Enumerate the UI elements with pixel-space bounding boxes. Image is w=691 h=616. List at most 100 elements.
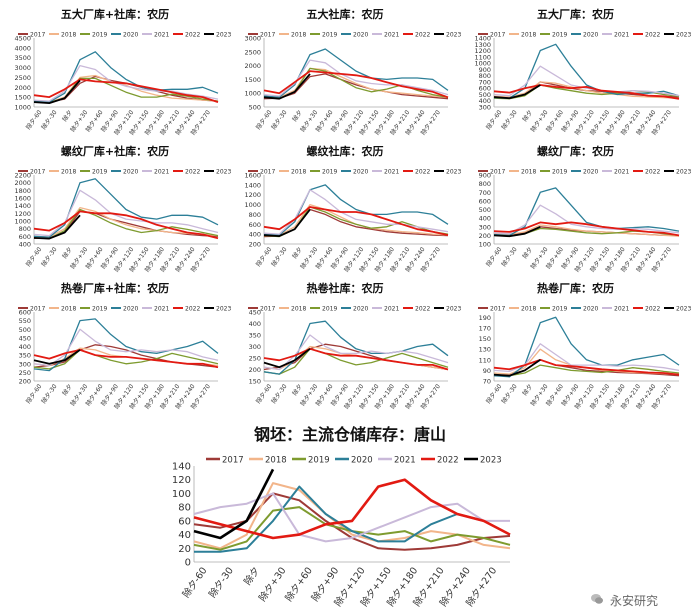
chart-panel-2: 五大厂库：农历 2017 2018 2019 2020 2021 2022 2023 30040… <box>474 7 691 136</box>
legend-label-2017: 2017 <box>30 169 45 176</box>
x-tick-label: 除夕-30 <box>500 245 519 268</box>
y-tick-label: 800 <box>19 225 31 233</box>
series-line-2019 <box>33 208 219 240</box>
series-line-2021 <box>33 328 219 367</box>
y-tick-label: 600 <box>19 309 31 317</box>
chart-title: 螺纹社库：农历 <box>307 144 384 158</box>
y-tick-label: 1000 <box>14 218 31 226</box>
chart-title: 热卷社库：农历 <box>307 281 384 295</box>
y-tick-label: 40 <box>178 530 191 541</box>
legend-label-2020: 2020 <box>123 306 138 313</box>
series-line-2022 <box>193 478 511 540</box>
y-tick-label: 250 <box>19 369 31 377</box>
y-tick-label: 190 <box>479 314 491 322</box>
series-line-2018 <box>493 224 680 237</box>
y-tick-label: 800 <box>479 180 491 188</box>
legend-label-2021: 2021 <box>154 169 169 176</box>
legend-label-2018: 2018 <box>61 169 76 176</box>
y-tick-label: 800 <box>249 211 261 219</box>
y-tick-label: 1000 <box>14 104 31 112</box>
legend-label-2022: 2022 <box>415 306 430 313</box>
legend-label-2020: 2020 <box>353 169 368 176</box>
legend-label-2021: 2021 <box>394 456 416 466</box>
series-line-2019 <box>493 364 680 377</box>
legend-label-2018: 2018 <box>521 169 536 176</box>
y-tick-label: 600 <box>479 85 491 93</box>
y-tick-label: 350 <box>19 352 31 360</box>
y-tick-label: 1300 <box>474 41 491 49</box>
legend-label-2021: 2021 <box>384 306 399 313</box>
y-tick-label: 2000 <box>14 84 31 92</box>
y-tick-label: 170 <box>479 324 491 332</box>
legend-label-2019: 2019 <box>322 32 337 39</box>
legend-label-2017: 2017 <box>222 456 244 466</box>
y-tick-label: 800 <box>479 72 491 80</box>
y-tick-label: 300 <box>19 360 31 368</box>
legend-label-2020: 2020 <box>123 32 138 39</box>
series-line-2020 <box>33 51 219 103</box>
series-line-2017 <box>263 73 449 100</box>
legend-label-2019: 2019 <box>92 169 107 176</box>
legend-label-2022: 2022 <box>437 456 459 466</box>
series-line-2018 <box>263 67 449 98</box>
y-tick-label: 900 <box>479 66 491 74</box>
legend-label-2019: 2019 <box>552 306 567 313</box>
y-tick-label: 450 <box>19 334 31 342</box>
chart-panel-4: 螺纹社库：农历 2017 2018 2019 2020 2021 2022 2023 200 40… <box>244 144 461 273</box>
legend-label-2020: 2020 <box>583 169 598 176</box>
x-tick-label: 除夕-60 <box>180 565 210 600</box>
y-tick-label: 1500 <box>14 94 31 102</box>
legend-label-2023: 2023 <box>446 32 461 39</box>
y-tick-label: 300 <box>479 104 491 112</box>
series-line-2019 <box>33 349 219 370</box>
y-tick-label: 4000 <box>14 44 31 52</box>
y-tick-label: 1200 <box>244 191 261 199</box>
legend-label-2020: 2020 <box>353 306 368 313</box>
x-tick-label: 除夕-30 <box>270 245 289 268</box>
y-tick-label: 1600 <box>14 195 31 203</box>
legend-label-2023: 2023 <box>676 32 691 39</box>
chart-panel-7: 热卷社库：农历 2017 2018 2019 2020 2021 2022 2023 150 20… <box>248 281 461 410</box>
chart-panel-3: 螺纹厂库+社库：农历 2017 2018 2019 2020 2021 2022 2023 40… <box>14 144 231 273</box>
legend-label-2017: 2017 <box>490 169 505 176</box>
x-tick-label: 除夕-30 <box>206 565 236 600</box>
y-tick-label: 2200 <box>14 172 31 180</box>
y-tick-label: 200 <box>249 366 261 374</box>
legend-label-2022: 2022 <box>185 32 200 39</box>
legend-label-2021: 2021 <box>154 32 169 39</box>
y-tick-label: 2000 <box>244 62 261 70</box>
legend-label-2017: 2017 <box>30 32 45 39</box>
y-tick-label: 200 <box>249 241 261 249</box>
legend-label-2022: 2022 <box>185 306 200 313</box>
y-tick-label: 700 <box>479 78 491 86</box>
y-tick-label: 600 <box>249 221 261 229</box>
chart-panel-1: 五大社库：农历 2017 2018 2019 2020 2021 2022 2023 500 10… <box>244 7 461 136</box>
series-line-2018 <box>493 81 680 99</box>
legend-label-2023: 2023 <box>480 456 502 466</box>
series-line-2023 <box>33 214 81 240</box>
y-tick-label: 450 <box>249 309 261 317</box>
x-tick-label: 除夕-30 <box>270 382 289 405</box>
chart-panel-8: 热卷厂库：农历 2017 2018 2019 2020 2021 2022 2023 70 90 1… <box>478 281 691 410</box>
series-line-2022 <box>493 221 680 237</box>
y-tick-label: 900 <box>479 172 491 180</box>
series-line-2020 <box>493 187 680 237</box>
chart-title: 钢坯：主流仓储库存：唐山 <box>254 425 446 444</box>
x-tick-label: 除夕 <box>61 109 74 123</box>
y-tick-label: 500 <box>249 104 261 112</box>
legend-label-2023: 2023 <box>676 169 691 176</box>
series-line-2023 <box>493 84 541 100</box>
legend-label-2020: 2020 <box>123 169 138 176</box>
legend-label-2018: 2018 <box>61 32 76 39</box>
legend-label-2022: 2022 <box>645 306 660 313</box>
x-tick-label: 除夕 <box>61 246 74 260</box>
y-tick-label: 130 <box>479 346 491 354</box>
legend-label-2017: 2017 <box>260 169 275 176</box>
y-tick-label: 400 <box>479 215 491 223</box>
y-tick-label: 1200 <box>474 47 491 55</box>
x-tick-label: 除夕-30 <box>500 382 519 405</box>
series-line-2022 <box>33 349 219 369</box>
legend-label-2022: 2022 <box>185 169 200 176</box>
y-tick-label: 1000 <box>244 201 261 209</box>
series-line-2019 <box>263 348 449 375</box>
